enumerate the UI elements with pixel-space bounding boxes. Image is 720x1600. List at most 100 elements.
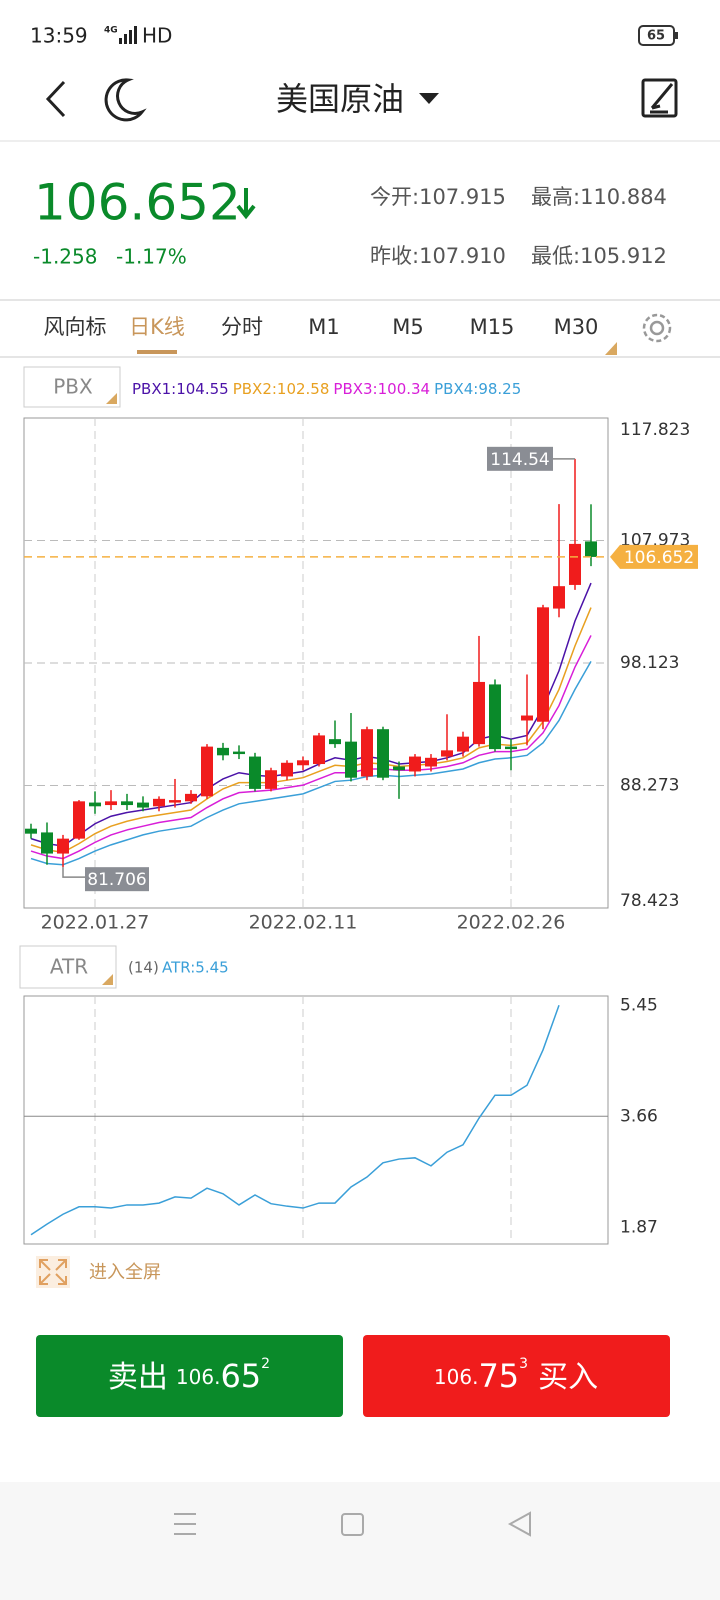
sell-button[interactable] [36, 1335, 343, 1417]
candle-body [377, 729, 389, 778]
menu-key[interactable] [174, 1513, 196, 1535]
buy-prefix: 106. [434, 1365, 479, 1389]
stat-label: 今开: [370, 185, 419, 209]
tab[interactable]: M15 [470, 315, 515, 339]
nav-title[interactable]: 美国原油 [276, 80, 404, 118]
sell-big: 65 [220, 1357, 261, 1395]
candle-body [313, 735, 325, 765]
candle-body [505, 746, 517, 750]
title-dropdown[interactable] [419, 93, 439, 104]
candle-body [41, 832, 53, 854]
candle-body [361, 729, 373, 777]
candle-body [249, 756, 261, 789]
pbx-line [30, 635, 592, 860]
indicator-select[interactable] [23, 366, 121, 408]
system-nav [0, 1482, 720, 1600]
price: 106.652 [34, 174, 241, 232]
candle-body [473, 681, 485, 745]
legend-entry: PBX4:98.25 [434, 380, 521, 398]
y-tick-label: 98.123 [620, 653, 679, 673]
night-mode[interactable] [104, 78, 147, 122]
candle-body [329, 739, 341, 745]
atr-frame [23, 995, 609, 1245]
hd: HD [142, 24, 172, 48]
stat-value: 107.910 [419, 244, 506, 268]
home-key[interactable] [341, 1513, 364, 1536]
candle-body [73, 801, 85, 839]
buy-button[interactable] [363, 1335, 670, 1417]
candle-body [553, 586, 565, 609]
candle-body [441, 750, 453, 757]
stat-value: 107.915 [419, 185, 506, 209]
back-button[interactable] [45, 80, 66, 118]
tab[interactable]: 风向标 [44, 315, 107, 339]
battery [638, 25, 675, 46]
low-badge [85, 867, 149, 892]
buy-big: 75 [478, 1357, 519, 1395]
change-pct: -1.17% [116, 245, 187, 269]
y-tick-label: 78.423 [620, 891, 679, 911]
network: 4G [104, 26, 118, 36]
indicator-select[interactable] [19, 945, 117, 989]
settings-icon[interactable] [642, 313, 672, 343]
x-tick-label: 2022.02.11 [249, 912, 358, 934]
legend: PBX1:104.55 PBX2:102.58 PBX3:100.34 PBX4:98… [132, 380, 521, 398]
low-connector [62, 867, 85, 878]
indicator-name[interactable]: PBX [53, 375, 93, 399]
candle-body [137, 802, 149, 808]
stat-value: 110.884 [580, 185, 667, 209]
low-label: 81.706 [87, 870, 146, 890]
indicator-name[interactable]: ATR [50, 955, 88, 979]
candle-body [569, 543, 581, 585]
back-key[interactable] [507, 1511, 531, 1537]
candle-body [457, 736, 469, 752]
note-icon[interactable] [641, 78, 678, 118]
down-arrow [236, 188, 256, 220]
y-tick-label: 5.45 [620, 995, 658, 1015]
pbx-line [30, 582, 592, 847]
legend-entry: PBX2:102.58 [233, 380, 330, 398]
candle-body [217, 747, 229, 756]
atr-line [30, 1005, 560, 1236]
sell-text[interactable]: 卖出 106.652 [108, 1356, 270, 1395]
high-badge [487, 446, 553, 471]
candle-body [585, 541, 597, 557]
sell-label: 卖出 [108, 1360, 168, 1395]
candle-body [425, 757, 437, 767]
stat: 今开:107.915 [370, 185, 506, 209]
candle-body [153, 798, 165, 807]
y-tick-label: 88.273 [620, 776, 679, 796]
candle-body [281, 762, 293, 777]
candle-body [537, 607, 549, 722]
battery-level: 65 [647, 29, 665, 44]
change: -1.258 [33, 245, 97, 269]
stat-label: 昨收: [370, 244, 419, 268]
tab[interactable]: 日K线 [129, 315, 185, 339]
stat-label: 最高: [531, 185, 580, 209]
stat: 最低:105.912 [531, 244, 667, 268]
buy-text[interactable]: 106.753 买入 [434, 1356, 598, 1395]
signal-icon [119, 26, 137, 44]
indicator-corner [106, 393, 117, 404]
tab[interactable]: 分时 [221, 315, 263, 339]
candle-body [265, 770, 277, 789]
tab[interactable]: M5 [392, 315, 423, 339]
candle-body [89, 802, 101, 807]
legend-entry: PBX3:100.34 [333, 380, 430, 398]
candle-body [297, 760, 309, 766]
tab[interactable]: M30 [554, 315, 599, 339]
candle-body [521, 715, 533, 721]
candle-body [409, 756, 421, 772]
fullscreen-label[interactable]: 进入全屏 [89, 1262, 161, 1283]
pbx-line [30, 661, 592, 866]
high-label: 114.54 [490, 450, 549, 470]
atr-period: (14) [128, 959, 159, 977]
candle-body [57, 838, 69, 854]
stat-value: 105.912 [580, 244, 667, 268]
candle-body [489, 684, 501, 750]
candle-body [185, 793, 197, 802]
candle-body [233, 751, 245, 755]
tab[interactable]: M1 [308, 315, 339, 339]
candle-body [105, 801, 117, 806]
